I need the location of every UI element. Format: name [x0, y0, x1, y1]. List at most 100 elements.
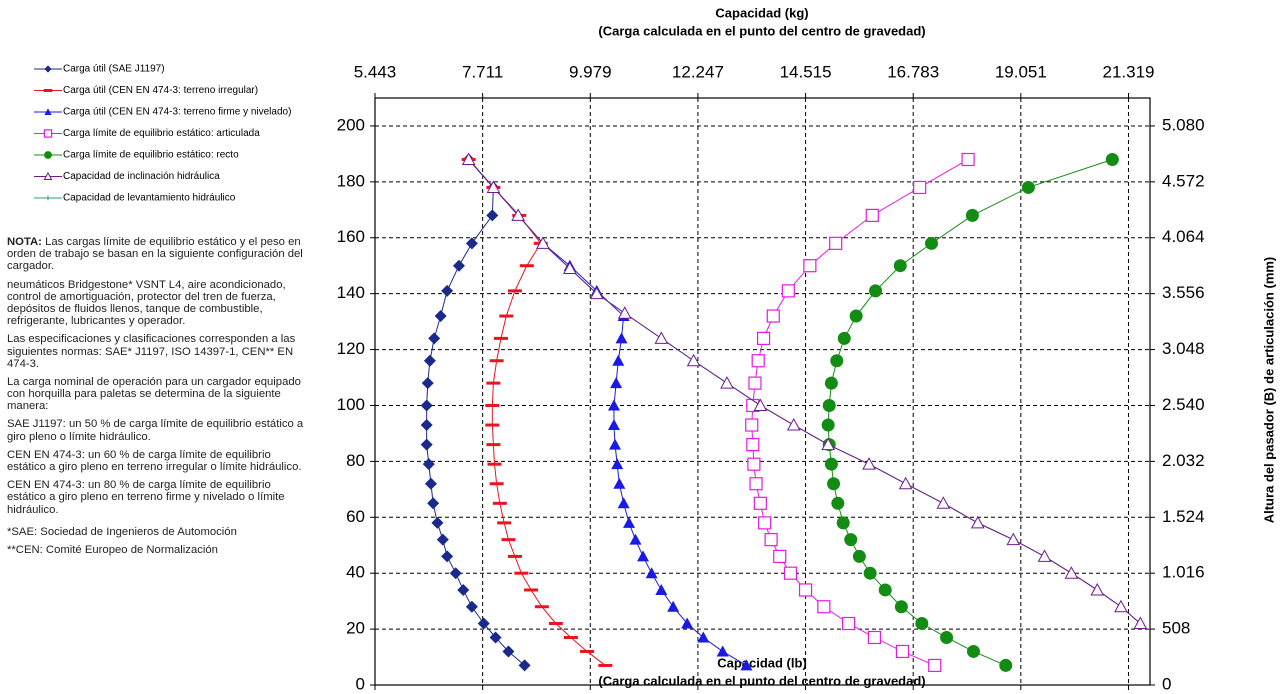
marker: [612, 354, 625, 366]
plot-frame: [374, 97, 1151, 686]
y2-tick-label: 2.540: [1162, 395, 1205, 414]
x-tick-label: 32000: [782, 691, 829, 694]
note-text: Las especificaciones y clasificaciones c…: [7, 333, 296, 370]
marker: [970, 515, 985, 529]
y2-tick-label: 1.016: [1162, 563, 1205, 582]
marker: [43, 171, 53, 180]
y-tick-label: 80: [346, 451, 365, 470]
note: CEN EN 474-3: un 80 % de carga límite de…: [7, 479, 307, 516]
note: SAE J1197: un 50 % de carga límite de eq…: [7, 418, 307, 442]
marker: [613, 477, 626, 489]
x-tick-label: 22000: [567, 691, 614, 694]
note-label: NOTA:: [7, 236, 42, 248]
marker: [611, 458, 624, 470]
marker: [867, 630, 882, 645]
marker: [461, 152, 476, 165]
marker: [43, 129, 53, 138]
marker: [753, 496, 767, 510]
marker: [486, 180, 501, 193]
legend-label: Carga límite de equilibrio estático: rec…: [63, 150, 239, 161]
y-tick-label: 180: [337, 171, 365, 190]
marker: [756, 331, 771, 345]
marker: [837, 331, 851, 345]
marker: [893, 259, 907, 273]
marker: [486, 209, 499, 222]
marker: [1064, 566, 1079, 579]
series-line: [751, 159, 969, 666]
marker: [831, 496, 845, 510]
y2-tick-label: 2.032: [1162, 451, 1205, 470]
marker: [424, 477, 437, 490]
marker: [822, 398, 836, 412]
y2-tick-label: 3.556: [1162, 283, 1205, 302]
marker: [489, 631, 502, 644]
x2-tick-label: 16.783: [887, 62, 939, 81]
marker: [686, 353, 701, 367]
x2-tick-label: 7.711: [462, 62, 503, 81]
marker: [607, 419, 620, 431]
marker: [637, 550, 650, 562]
legend-label: Carga útil (SAE J1197): [63, 64, 165, 75]
marker: [465, 600, 478, 613]
marker: [827, 477, 841, 491]
marker: [928, 658, 942, 673]
note-text: **CEN: Comité Europeo de Normalización: [7, 543, 218, 556]
marker: [999, 658, 1013, 672]
y-tick-label: 20: [346, 619, 365, 638]
marker: [745, 418, 759, 432]
chart-title: Capacidad (kg): [715, 5, 808, 20]
marker: [1133, 616, 1148, 630]
x-axis-sublabel: (Carga calculada en el punto del centro …: [598, 673, 925, 688]
x-tick-label: 12000: [351, 691, 398, 694]
marker: [798, 583, 813, 597]
y2-axis-label: Altura del pasador (B) de articulación (…: [1261, 257, 1276, 524]
marker: [607, 399, 620, 411]
marker: [1114, 599, 1128, 613]
marker: [753, 398, 768, 411]
marker: [617, 497, 630, 509]
note-text: neumáticos Bridgestone* VSNT L4, aire ac…: [7, 278, 286, 328]
series-line: [468, 159, 747, 666]
x-axis-label: Capacidad (lb): [717, 655, 807, 670]
legend-label: Capacidad de levantamiento hidráulico: [63, 193, 236, 204]
marker: [423, 354, 436, 367]
marker: [751, 354, 765, 368]
legend-label: Carga útil (CEN EN 474-3: terreno irregu…: [63, 85, 258, 96]
y-tick-label: 160: [337, 227, 365, 246]
y2-tick-label: 4.572: [1162, 171, 1205, 190]
series: [461, 152, 1148, 630]
marker: [824, 457, 838, 471]
marker: [452, 259, 465, 272]
note-text: CEN EN 474-3: un 60 % de carga límite de…: [7, 448, 302, 473]
x-tick-label: 27000: [674, 691, 721, 694]
marker: [865, 208, 879, 222]
marker: [477, 617, 490, 630]
marker: [562, 261, 577, 275]
legend-label: Capacidad de inclinación hidráulica: [63, 171, 220, 182]
marker: [434, 310, 447, 323]
marker: [924, 236, 938, 250]
marker: [667, 600, 680, 612]
marker: [645, 567, 658, 579]
marker: [427, 497, 440, 510]
marker: [45, 195, 51, 201]
marker: [821, 437, 836, 451]
marker: [465, 237, 478, 250]
marker: [629, 533, 642, 545]
marker: [697, 631, 710, 643]
y2-tick-label: 0: [1162, 674, 1171, 693]
marker: [829, 236, 843, 250]
marker: [746, 438, 760, 452]
marker: [803, 259, 817, 273]
marker: [749, 477, 763, 491]
series-line: [827, 159, 1113, 666]
marker: [1037, 549, 1052, 562]
x-tick-label: 47000: [1105, 691, 1152, 694]
series: [821, 152, 1119, 672]
marker: [895, 644, 910, 659]
marker: [748, 376, 762, 390]
y-tick-label: 140: [337, 283, 365, 302]
marker: [869, 284, 883, 298]
note: neumáticos Bridgestone* VSNT L4, aire ac…: [7, 279, 307, 328]
